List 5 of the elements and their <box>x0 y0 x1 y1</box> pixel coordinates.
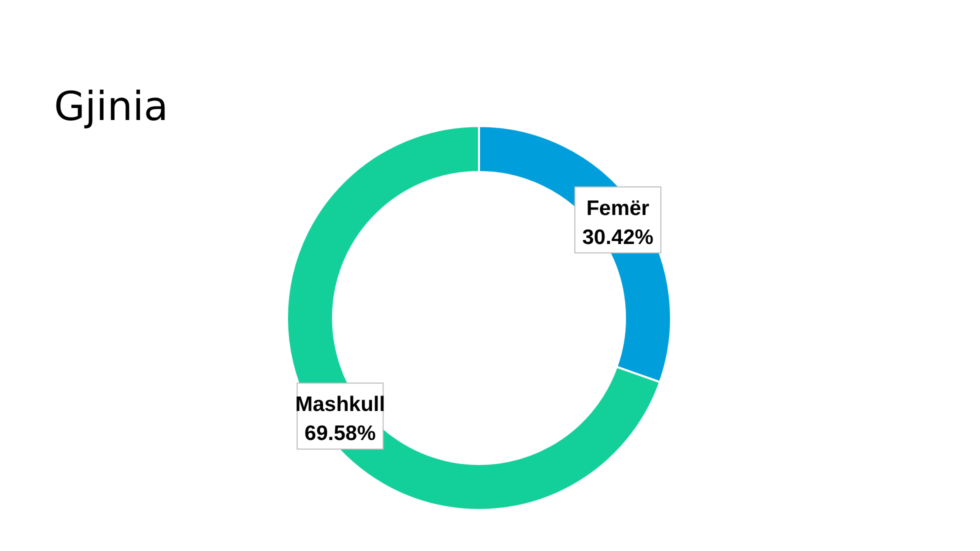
data-label: 30.42% <box>582 226 654 249</box>
slice-label: Mashkull <box>295 393 386 416</box>
chart-title: Gjinia <box>54 84 168 130</box>
slice-label: Femër <box>586 196 650 220</box>
data-label: 69.58% <box>304 422 376 446</box>
